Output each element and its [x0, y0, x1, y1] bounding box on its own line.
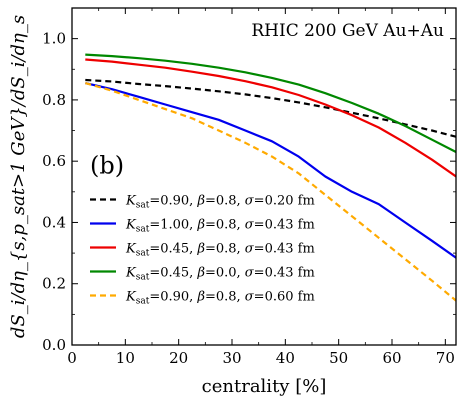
y-tick-label: 0.0 — [42, 336, 66, 354]
y-tick-label: 1.0 — [42, 30, 66, 48]
legend-entry-5: Ksat=0.90, β=0.8, σ=0.60 fm — [125, 289, 315, 306]
y-tick-label: 0.6 — [42, 152, 66, 170]
y-tick-label: 0.8 — [42, 91, 66, 109]
x-tick-label: 10 — [116, 349, 135, 367]
legend: Ksat=0.90, β=0.8, σ=0.20 fm Ksat=1.00, β=… — [90, 193, 315, 306]
plot-area — [84, 53, 456, 302]
series-line-5 — [84, 82, 456, 302]
legend-entry-1: Ksat=0.90, β=0.8, σ=0.20 fm — [125, 193, 315, 210]
y-tick-label: 0.2 — [42, 275, 66, 293]
axis-ticks: 0 10 20 30 40 50 60 70 0.0 0.2 0.4 0.6 0.8 1.0 — [42, 7, 456, 367]
y-axis-label: dS_i/dη_{s,p_sat>1 GeV}/dS_i/dη_s — [8, 15, 29, 338]
legend-entry-2: Ksat=1.00, β=0.8, σ=0.43 fm — [125, 217, 315, 234]
y-tick-label: 0.4 — [42, 213, 66, 231]
x-tick-label: 70 — [436, 349, 455, 367]
panel-label: (b) — [90, 151, 124, 179]
x-tick-label: 50 — [329, 349, 348, 367]
legend-entry-3: Ksat=0.45, β=0.8, σ=0.43 fm — [125, 241, 315, 258]
x-tick-label: 20 — [169, 349, 188, 367]
x-tick-label: 40 — [276, 349, 295, 367]
series-line-3 — [85, 58, 456, 178]
x-axis-label: centrality [%] — [202, 376, 327, 397]
series-line-2 — [85, 82, 456, 259]
series-line-1 — [85, 78, 456, 138]
legend-entry-4: Ksat=0.45, β=0.0, σ=0.43 fm — [125, 265, 315, 282]
chart-title: RHIC 200 GeV Au+Au — [251, 21, 444, 41]
x-tick-label: 30 — [222, 349, 241, 367]
series-line-4 — [85, 53, 456, 153]
x-tick-label: 60 — [382, 349, 401, 367]
plot-frame — [71, 7, 457, 346]
x-tick-label: 0 — [67, 349, 77, 367]
